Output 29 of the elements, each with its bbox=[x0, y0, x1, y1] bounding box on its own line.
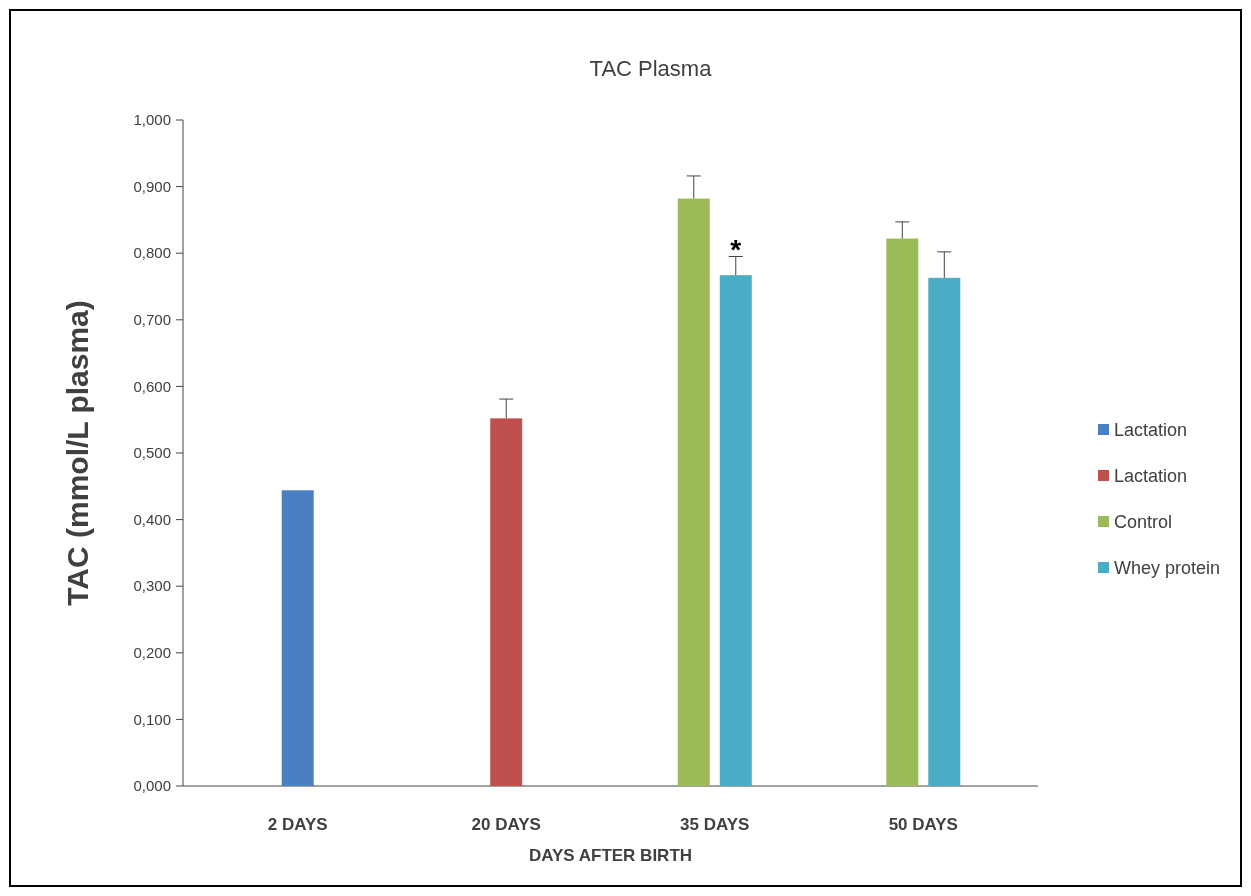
bar bbox=[928, 277, 961, 786]
x-tick-label: 2 DAYS bbox=[267, 815, 328, 834]
y-tick-label: 0,400 bbox=[133, 510, 171, 528]
legend-label: Lactation bbox=[1114, 420, 1188, 441]
y-axis-title: TAC (mmol/L plasma) bbox=[61, 300, 94, 606]
bar bbox=[490, 418, 523, 786]
legend-label: Lactation bbox=[1114, 466, 1188, 487]
legend-label: Whey protein bbox=[1114, 558, 1221, 579]
y-tick-label: 0,300 bbox=[133, 577, 171, 595]
y-tick-label: 0,100 bbox=[133, 710, 171, 728]
y-tick-label: 0,600 bbox=[133, 377, 171, 395]
x-tick-label: 50 DAYS bbox=[888, 815, 958, 834]
x-axis-title: DAYS AFTER BIRTH bbox=[528, 846, 693, 865]
y-tick-label: 0,700 bbox=[133, 311, 171, 329]
bar bbox=[719, 275, 752, 786]
bar bbox=[281, 490, 314, 786]
y-tick-label: 0,900 bbox=[133, 177, 171, 195]
bar bbox=[886, 238, 919, 786]
x-tick-label: 35 DAYS bbox=[680, 815, 750, 834]
y-tick-label: 0,800 bbox=[133, 244, 171, 262]
y-tick-label: 0,200 bbox=[133, 644, 171, 662]
x-tick-label: 20 DAYS bbox=[471, 815, 541, 834]
chart-title: TAC Plasma bbox=[589, 56, 713, 81]
annotation: * bbox=[730, 234, 742, 266]
y-tick-label: 0,000 bbox=[133, 777, 171, 795]
bar bbox=[677, 198, 710, 786]
y-tick-label: 1,000 bbox=[133, 111, 171, 129]
y-tick-label: 0,500 bbox=[133, 444, 171, 462]
legend-label: Control bbox=[1114, 512, 1173, 533]
